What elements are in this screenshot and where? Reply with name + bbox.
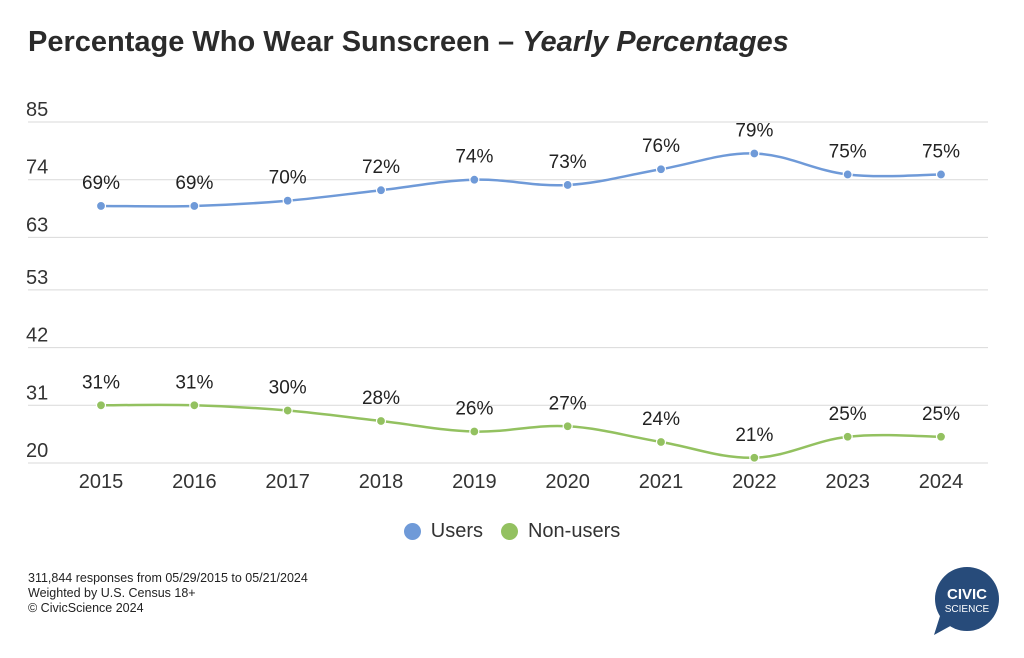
- x-axis-tick-labels: 2015 2016 2017 2018 2019 2020 2021 2022 2023 2024: [79, 471, 964, 493]
- data-label-users-2018: 72%: [362, 157, 400, 178]
- data-label-non-users-2019: 26%: [455, 399, 493, 420]
- y-tick-label-74: 74: [26, 157, 48, 179]
- x-tick-label-2021: 2021: [639, 471, 684, 493]
- y-tick-label-31: 31: [26, 382, 48, 404]
- chart-title: Percentage Who Wear Sunscreen – Yearly P…: [28, 26, 789, 59]
- logo-text-civic: CIVIC: [947, 586, 987, 603]
- data-point-users-2016: [189, 200, 200, 212]
- x-tick-label-2016: 2016: [172, 471, 217, 493]
- data-label-non-users-2024: 25%: [922, 404, 960, 425]
- data-label-non-users-2020: 27%: [549, 393, 587, 414]
- y-tick-label-20: 20: [26, 440, 48, 462]
- footnote-copyright: © CivicScience 2024: [28, 601, 144, 615]
- y-axis-tick-labels: 85 74 63 53 42 31 20: [26, 99, 48, 462]
- x-tick-label-2017: 2017: [265, 471, 310, 493]
- legend-item-non-users: Non-users: [500, 520, 621, 543]
- x-tick-label-2023: 2023: [825, 471, 870, 493]
- x-tick-label-2020: 2020: [545, 471, 590, 493]
- data-label-non-users-2017: 30%: [269, 378, 307, 399]
- data-label-non-users-2016: 31%: [175, 372, 213, 393]
- logo-text-science: SCIENCE: [945, 604, 990, 615]
- x-tick-label-2022: 2022: [732, 471, 777, 493]
- data-label-non-users-2015: 31%: [82, 372, 120, 393]
- data-point-non-users-2019: [469, 426, 480, 437]
- data-point-non-users-2020: [562, 421, 573, 432]
- footnotes: 311,844 responses from 05/29/2015 to 05/…: [28, 571, 308, 616]
- x-tick-label-2024: 2024: [919, 471, 964, 493]
- footnote-weighting: Weighted by U.S. Census 18+: [28, 586, 196, 600]
- chart-title-subtitle: Yearly Percentages: [522, 26, 789, 58]
- data-point-non-users-2017: [282, 405, 293, 416]
- y-tick-label-42: 42: [26, 325, 48, 347]
- chart-title-main: Percentage Who Wear Sunscreen –: [28, 26, 523, 58]
- legend-swatch-users: [403, 523, 421, 540]
- data-label-users-2019: 74%: [455, 147, 493, 168]
- data-label-users-2015: 69%: [82, 173, 120, 194]
- data-point-users-2021: [655, 164, 667, 175]
- civicscience-logo: CIVIC SCIENCE: [934, 567, 999, 635]
- series-group: 69% 69% 70% 72% 74% 73% 76% 79% 75% 75% 31% 31% 30% 2…: [82, 120, 960, 463]
- x-tick-label-2019: 2019: [452, 471, 497, 493]
- series-line-non-users: [100, 403, 942, 460]
- legend-label-non-users: Non-users: [527, 520, 621, 542]
- legend-label-users: Users: [430, 520, 483, 542]
- data-point-users-2015: [95, 200, 107, 212]
- footnote-responses: 311,844 responses from 05/29/2015 to 05/…: [28, 571, 308, 585]
- data-point-non-users-2015: [95, 400, 107, 411]
- data-label-users-2023: 75%: [829, 141, 867, 162]
- series-non-users: 31% 31% 30% 28% 26% 27% 24% 21% 25% 25%: [82, 372, 960, 463]
- legend-item-users: Users: [403, 520, 483, 543]
- data-label-users-2024: 75%: [922, 141, 960, 162]
- y-tick-label-85: 85: [26, 99, 48, 121]
- data-label-users-2022: 79%: [735, 120, 773, 141]
- data-point-non-users-2016: [189, 400, 200, 411]
- legend: Users Non-users: [0, 520, 1024, 543]
- data-point-non-users-2023: [842, 431, 853, 442]
- series-users: 69% 69% 70% 72% 74% 73% 76% 79% 75% 75%: [82, 120, 960, 212]
- data-point-non-users-2018: [375, 415, 387, 427]
- data-label-users-2021: 76%: [642, 136, 680, 157]
- legend-swatch-non-users: [500, 523, 518, 540]
- x-tick-label-2015: 2015: [79, 471, 124, 493]
- data-label-users-2017: 70%: [269, 168, 307, 189]
- data-point-users-2018: [375, 185, 387, 196]
- data-point-users-2020: [562, 179, 573, 191]
- data-label-non-users-2021: 24%: [642, 409, 680, 430]
- data-label-non-users-2023: 25%: [829, 404, 867, 425]
- data-label-non-users-2022: 21%: [735, 425, 773, 446]
- x-tick-label-2018: 2018: [359, 471, 404, 493]
- data-point-users-2019: [469, 174, 480, 185]
- y-tick-label-53: 53: [26, 267, 48, 289]
- data-point-users-2017: [282, 195, 293, 206]
- data-point-non-users-2021: [655, 436, 667, 448]
- data-label-non-users-2018: 28%: [362, 388, 400, 409]
- data-point-non-users-2022: [749, 452, 760, 463]
- data-point-users-2024: [935, 169, 947, 180]
- data-label-users-2016: 69%: [175, 173, 213, 194]
- data-point-users-2022: [749, 148, 760, 159]
- data-point-users-2023: [842, 169, 853, 180]
- data-point-non-users-2024: [935, 431, 947, 442]
- series-line-users: [100, 152, 942, 208]
- y-tick-label-63: 63: [26, 214, 48, 236]
- data-label-users-2020: 73%: [549, 152, 587, 173]
